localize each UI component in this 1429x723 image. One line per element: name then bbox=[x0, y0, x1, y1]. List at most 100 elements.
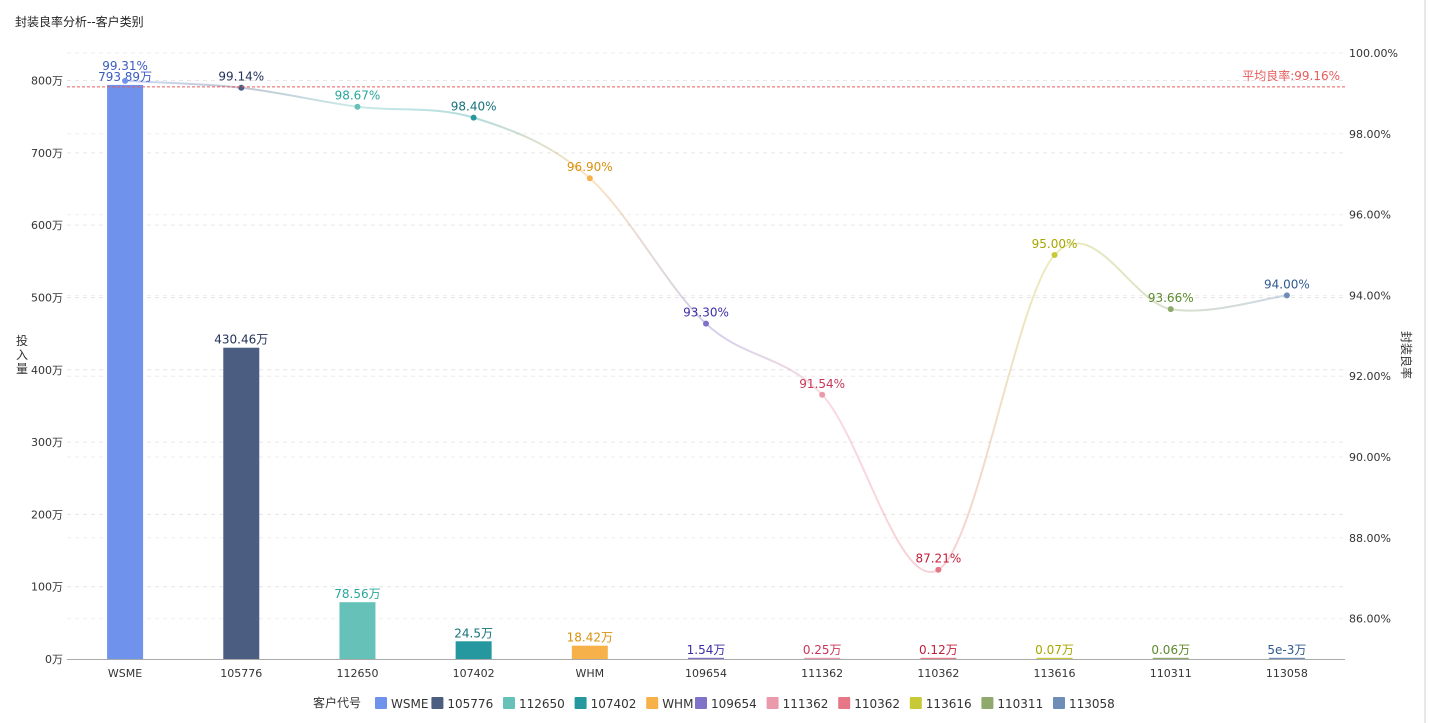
left-tick-label: 400万 bbox=[31, 364, 63, 377]
legend-swatch bbox=[766, 697, 779, 709]
bar-layer: 793.89万 430.46万 78.56万 24.5万 18.42万 1.54万 0.25… bbox=[98, 70, 1306, 660]
yield-point-107402[interactable] bbox=[470, 114, 477, 121]
bar-value-label: 793.89万 bbox=[98, 70, 152, 84]
average-yield-label: 平均良率:99.16% bbox=[1242, 68, 1340, 83]
legend-item-107402[interactable]: 107402 bbox=[574, 697, 637, 711]
bar-109654[interactable] bbox=[688, 657, 724, 659]
bar-105776[interactable] bbox=[223, 347, 260, 659]
legend-swatch bbox=[503, 697, 515, 709]
x-tick-label: 105776 bbox=[220, 667, 262, 680]
bar-110362[interactable] bbox=[920, 657, 957, 659]
left-tick-label: 600万 bbox=[31, 219, 63, 232]
yield-point-110362[interactable] bbox=[935, 566, 942, 573]
yield-point-WHM[interactable] bbox=[586, 175, 593, 182]
yield-point-112650[interactable] bbox=[354, 103, 361, 110]
yield-value-label: 93.30% bbox=[683, 306, 729, 320]
legend-swatch bbox=[981, 697, 994, 709]
legend-label: 109654 bbox=[711, 697, 757, 711]
legend-item-105776[interactable]: 105776 bbox=[431, 697, 493, 711]
bar-value-label: 0.12万 bbox=[919, 643, 958, 657]
legend-swatch bbox=[695, 697, 707, 709]
right-tick-label: 100.00% bbox=[1349, 47, 1398, 60]
bar-113616[interactable] bbox=[1036, 657, 1073, 659]
x-tick-label: 112650 bbox=[336, 667, 378, 680]
yield-line-segment bbox=[705, 322, 823, 396]
bar-value-label: 0.07万 bbox=[1035, 643, 1074, 657]
legend-item-112650[interactable]: 112650 bbox=[503, 697, 565, 711]
legend-item-111362[interactable]: 111362 bbox=[766, 697, 829, 711]
left-tick-label: 200万 bbox=[31, 508, 63, 521]
right-axis: 86.00% 88.00% 90.00% 92.00% 94.00% 96.00% 98.0… bbox=[1349, 47, 1414, 626]
yield-point-110311[interactable] bbox=[1167, 306, 1174, 313]
left-tick-label: 300万 bbox=[31, 436, 63, 449]
bar-value-label: 5e-3万 bbox=[1267, 643, 1306, 657]
legend-swatch bbox=[1053, 697, 1065, 709]
average-line-layer: 平均良率:99.16% bbox=[67, 68, 1345, 88]
yield-point-105776[interactable] bbox=[238, 84, 245, 91]
legend-label: 110362 bbox=[854, 697, 900, 711]
legend-item-WSME[interactable]: WSME bbox=[375, 697, 428, 711]
right-axis-title: 封装良率 bbox=[1399, 331, 1414, 379]
yield-value-label: 98.67% bbox=[335, 89, 381, 103]
legend-label: 112650 bbox=[519, 697, 565, 711]
x-tick-label: 109654 bbox=[685, 667, 727, 680]
legend-label: 113616 bbox=[926, 697, 972, 711]
grid-layer bbox=[67, 52, 1345, 620]
yield-value-label: 98.40% bbox=[451, 100, 497, 114]
legend[interactable]: 客户代号 WSME 105776 112650 107402 WHM 109654 11136… bbox=[313, 695, 1115, 711]
legend-swatch bbox=[838, 697, 851, 709]
legend-label: 111362 bbox=[783, 697, 829, 711]
yield-value-label: 87.21% bbox=[915, 552, 961, 566]
legend-swatch bbox=[909, 697, 922, 709]
yield-point-109654[interactable] bbox=[703, 320, 709, 327]
left-tick-label: 800万 bbox=[31, 75, 63, 88]
x-tick-label: WHM bbox=[575, 667, 604, 680]
legend-item-WHM[interactable]: WHM bbox=[646, 697, 693, 711]
left-tick-label: 700万 bbox=[31, 147, 63, 160]
yield-point-113616[interactable] bbox=[1051, 252, 1058, 258]
bar-value-label: 78.56万 bbox=[334, 587, 380, 601]
yield-point-111362[interactable] bbox=[819, 391, 826, 398]
right-tick-label: 86.00% bbox=[1349, 613, 1391, 626]
bar-112650[interactable] bbox=[339, 602, 376, 659]
legend-item-110362[interactable]: 110362 bbox=[838, 697, 900, 711]
x-tick-label: WSME bbox=[108, 667, 142, 680]
legend-label: WHM bbox=[662, 697, 693, 711]
bar-107402[interactable] bbox=[455, 641, 492, 659]
legend-item-113058[interactable]: 113058 bbox=[1053, 697, 1115, 711]
x-tick-label: 113616 bbox=[1034, 667, 1076, 680]
yield-value-label: 99.31% bbox=[102, 59, 148, 73]
legend-label: 105776 bbox=[447, 697, 493, 711]
yield-point-113058[interactable] bbox=[1283, 292, 1290, 299]
yield-point-WSME[interactable] bbox=[122, 77, 129, 84]
legend-label: WSME bbox=[391, 697, 428, 711]
yield-value-label: 93.66% bbox=[1148, 291, 1194, 305]
yield-value-label: 95.00% bbox=[1032, 237, 1078, 251]
bar-value-label: 430.46万 bbox=[214, 333, 268, 347]
line-layer: 99.31% 99.14% 98.67% 98.40% 96.90% 93.30% 91.5… bbox=[102, 59, 1310, 574]
right-tick-label: 96.00% bbox=[1349, 209, 1391, 222]
bar-111362[interactable] bbox=[804, 657, 841, 659]
legend-label: 107402 bbox=[591, 697, 637, 711]
bar-WSME[interactable] bbox=[107, 84, 144, 660]
x-axis: WSME 105776 112650 107402 WHM 109654 111362 110… bbox=[67, 659, 1345, 680]
legend-item-113616[interactable]: 113616 bbox=[909, 697, 972, 711]
bar-WHM[interactable] bbox=[571, 645, 608, 659]
bar-110311[interactable] bbox=[1152, 657, 1189, 659]
legend-item-110311[interactable]: 110311 bbox=[981, 697, 1043, 711]
legend-swatch bbox=[375, 697, 387, 709]
left-axis-title: 投入量 bbox=[16, 333, 28, 376]
legend-item-109654[interactable]: 109654 bbox=[695, 697, 757, 711]
yield-line-segment bbox=[937, 254, 1056, 571]
yield-value-label: 96.90% bbox=[567, 160, 613, 174]
bar-113058[interactable] bbox=[1268, 657, 1305, 659]
yield-line-segment bbox=[357, 105, 474, 119]
yield-line-segment bbox=[1053, 242, 1171, 311]
yield-line-segment bbox=[1170, 294, 1288, 312]
bar-value-label: 24.5万 bbox=[454, 626, 493, 640]
bar-value-label: 1.54万 bbox=[687, 643, 726, 657]
bar-value-label: 18.42万 bbox=[567, 631, 613, 645]
right-tick-label: 90.00% bbox=[1349, 451, 1391, 464]
